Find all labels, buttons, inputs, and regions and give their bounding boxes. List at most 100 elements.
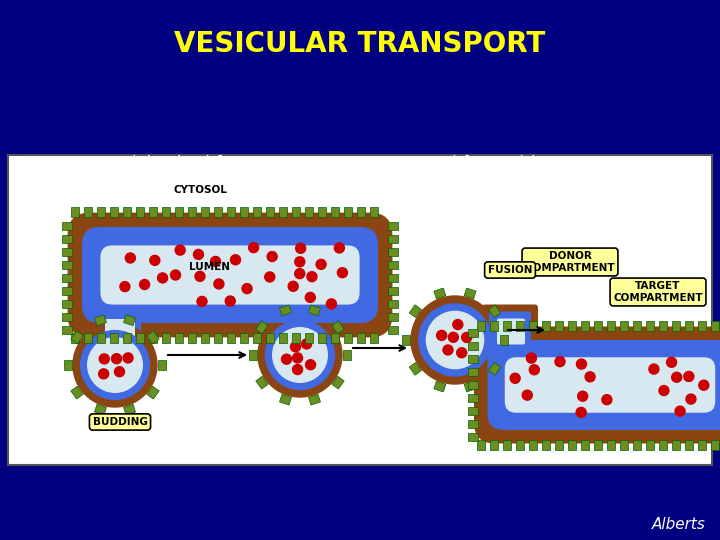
Bar xyxy=(343,350,351,360)
Circle shape xyxy=(273,328,328,382)
Bar xyxy=(253,333,261,343)
Bar xyxy=(607,440,615,449)
Bar xyxy=(135,333,143,343)
Bar xyxy=(402,335,410,345)
Bar xyxy=(62,261,71,269)
Bar xyxy=(468,354,478,362)
Bar xyxy=(305,333,312,343)
Bar xyxy=(318,207,325,217)
Bar xyxy=(62,235,71,244)
Circle shape xyxy=(99,354,109,364)
Circle shape xyxy=(316,259,326,269)
Bar xyxy=(279,394,292,405)
Bar xyxy=(62,222,71,231)
Bar xyxy=(464,381,476,392)
Bar xyxy=(685,321,693,330)
Bar xyxy=(468,381,478,388)
Bar xyxy=(174,333,183,343)
Bar xyxy=(249,350,257,360)
Bar xyxy=(62,300,71,308)
Circle shape xyxy=(230,255,240,265)
Bar xyxy=(568,440,576,449)
FancyBboxPatch shape xyxy=(505,357,715,413)
Bar xyxy=(279,207,287,217)
Bar xyxy=(135,207,143,217)
Bar xyxy=(124,404,135,415)
Bar xyxy=(332,321,344,334)
Circle shape xyxy=(265,272,275,282)
Bar xyxy=(124,315,135,326)
Bar xyxy=(161,333,170,343)
Bar xyxy=(488,362,501,375)
Bar xyxy=(434,381,446,392)
Circle shape xyxy=(88,338,143,392)
Bar xyxy=(594,321,602,330)
Bar xyxy=(227,207,235,217)
Bar xyxy=(279,333,287,343)
Bar xyxy=(188,207,196,217)
Bar xyxy=(468,394,478,402)
Bar xyxy=(388,235,398,244)
Circle shape xyxy=(449,332,459,342)
Bar xyxy=(62,313,71,321)
Bar xyxy=(84,207,91,217)
Bar xyxy=(388,274,398,282)
Circle shape xyxy=(73,323,157,407)
Bar xyxy=(468,368,478,375)
Circle shape xyxy=(585,372,595,382)
Circle shape xyxy=(266,321,334,389)
Circle shape xyxy=(292,364,302,375)
Bar xyxy=(62,248,71,256)
Circle shape xyxy=(602,395,612,404)
Bar xyxy=(434,288,446,299)
Bar xyxy=(309,394,320,405)
Bar xyxy=(529,440,537,449)
FancyBboxPatch shape xyxy=(487,340,720,430)
Bar xyxy=(201,207,209,217)
Bar xyxy=(607,321,615,330)
Circle shape xyxy=(426,312,484,369)
Circle shape xyxy=(99,369,109,379)
Bar xyxy=(555,440,563,449)
Bar xyxy=(388,313,398,321)
Circle shape xyxy=(411,296,499,384)
Circle shape xyxy=(195,272,205,281)
Text: FUSION: FUSION xyxy=(487,265,532,275)
FancyBboxPatch shape xyxy=(482,305,538,355)
Circle shape xyxy=(294,257,305,267)
Bar xyxy=(356,207,364,217)
Bar xyxy=(388,287,398,295)
Circle shape xyxy=(526,353,536,363)
Bar xyxy=(214,333,222,343)
Circle shape xyxy=(120,282,130,292)
Bar xyxy=(330,207,338,217)
Circle shape xyxy=(305,360,315,370)
Bar xyxy=(369,333,377,343)
FancyBboxPatch shape xyxy=(474,327,720,443)
Circle shape xyxy=(576,407,586,417)
Bar xyxy=(266,207,274,217)
Text: Transport vesicles bud from one compartment and fuse with
another, carrying mate: Transport vesicles bud from one compartm… xyxy=(14,155,542,248)
Bar xyxy=(672,440,680,449)
Bar xyxy=(62,287,71,295)
Bar xyxy=(64,360,72,370)
FancyBboxPatch shape xyxy=(489,312,531,350)
Bar xyxy=(488,305,501,318)
Bar xyxy=(516,440,524,449)
Bar xyxy=(685,440,693,449)
Bar xyxy=(490,321,498,330)
Bar xyxy=(633,440,641,449)
Text: TARGET
COMPARTMENT: TARGET COMPARTMENT xyxy=(613,281,703,303)
Bar xyxy=(503,440,511,449)
Bar xyxy=(672,321,680,330)
FancyBboxPatch shape xyxy=(92,312,148,348)
Circle shape xyxy=(307,272,317,282)
Bar xyxy=(388,222,398,231)
Circle shape xyxy=(675,406,685,416)
Circle shape xyxy=(248,242,258,253)
Bar xyxy=(388,300,398,308)
FancyBboxPatch shape xyxy=(105,319,135,337)
Circle shape xyxy=(686,394,696,404)
Bar xyxy=(305,207,312,217)
Bar xyxy=(698,321,706,330)
